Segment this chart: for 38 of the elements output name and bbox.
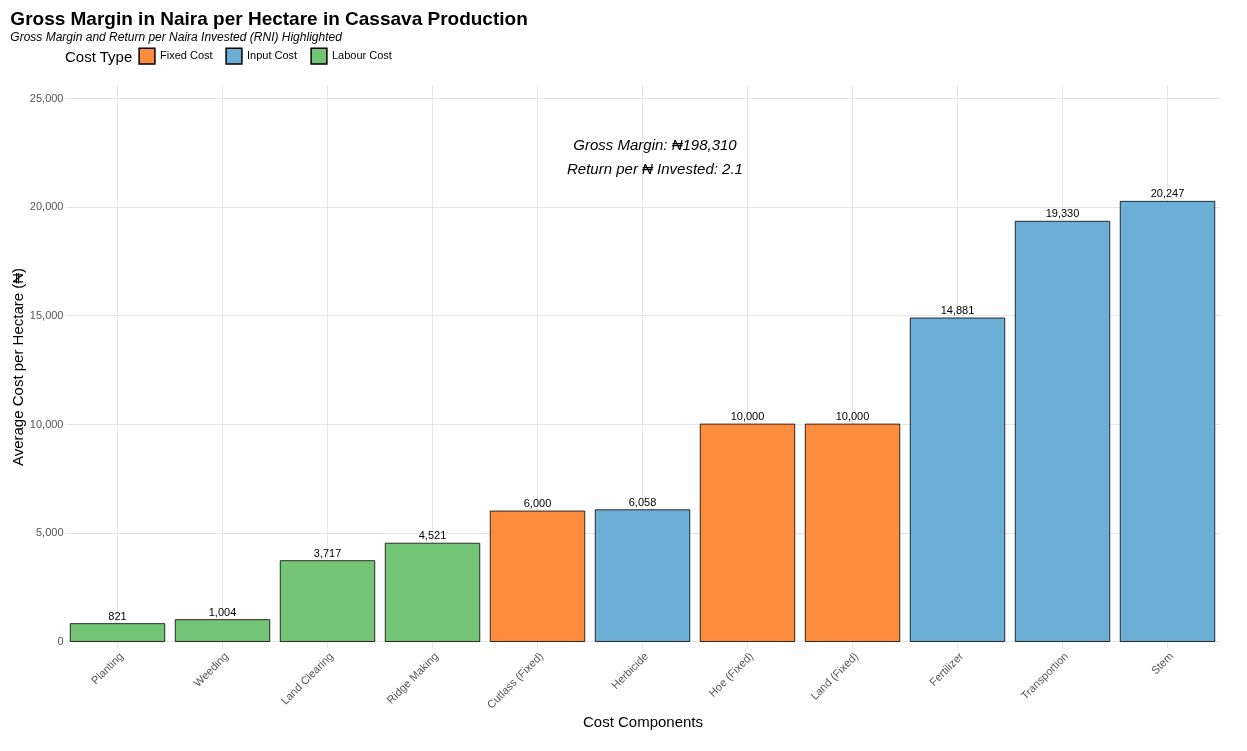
chart-subtitle: Gross Margin and Return per Naira Invested (RNI) Highlighted: [10, 30, 343, 44]
legend-label: Input Cost: [247, 49, 298, 62]
data-label: 20,247: [1150, 187, 1185, 200]
y-tick-label: 0: [57, 634, 64, 647]
data-label: 821: [108, 609, 127, 622]
data-label: 10,000: [730, 410, 765, 423]
bar: [804, 423, 901, 642]
data-label: 10,000: [835, 410, 870, 423]
bar: [279, 560, 376, 642]
bar: [699, 423, 796, 642]
bar: [174, 619, 271, 642]
bar: [69, 623, 166, 642]
bar: [384, 542, 481, 642]
data-label: 1,004: [208, 605, 237, 618]
bar: [1119, 200, 1216, 642]
annotation: Return per ₦ Invested: 2.1: [567, 160, 743, 177]
legend-title: Cost Type: [65, 48, 133, 65]
data-label: 14,881: [940, 304, 975, 316]
y-tick-label: 15,000: [29, 308, 64, 321]
data-label: 19,330: [1045, 207, 1080, 220]
chart-title: Gross Margin in Naira per Hectare in Cassava Production: [10, 8, 528, 29]
data-label: 3,717: [313, 546, 342, 559]
data-label: 6,058: [628, 495, 657, 508]
annotation: Gross Margin: ₦198,310: [573, 136, 738, 153]
x-axis-title: Cost Components: [582, 712, 704, 730]
bar: [489, 510, 586, 642]
y-tick-label: 5,000: [35, 526, 64, 539]
data-label: 4,521: [418, 529, 447, 542]
y-tick-label: 25,000: [29, 91, 64, 104]
y-axis-title: Average Cost per Hectare (₦): [8, 267, 26, 467]
legend-label: Labour Cost: [332, 49, 392, 62]
y-tick-label: 20,000: [29, 200, 64, 213]
bar: [1014, 220, 1111, 642]
legend-label: Fixed Cost: [160, 49, 213, 62]
y-tick-label: 10,000: [29, 417, 64, 430]
data-label: 6,000: [523, 497, 552, 510]
bar: [909, 317, 1006, 642]
bar: [594, 509, 691, 642]
